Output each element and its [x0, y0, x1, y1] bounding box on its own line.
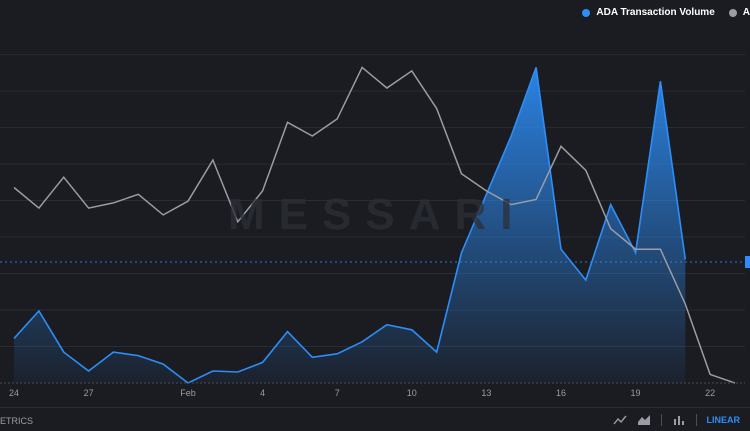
series-line-ada-volume — [13, 67, 687, 384]
x-tick-label: 24 — [9, 388, 19, 398]
x-tick-label: 27 — [84, 388, 94, 398]
x-tick-label: 22 — [705, 388, 715, 398]
x-tick-label: 10 — [407, 388, 417, 398]
series-area-ada-volume — [14, 67, 686, 384]
toolbar-divider — [660, 414, 662, 426]
legend-label-second-series: A — [742, 7, 750, 18]
x-tick-label: 16 — [556, 388, 566, 398]
line-chart-icon[interactable] — [612, 414, 627, 426]
legend-item-second-series[interactable]: A — [728, 7, 750, 18]
legend-dot-ada-volume — [582, 8, 591, 17]
chart-controls: LINEAR — [612, 414, 741, 426]
legend-dot-second-series — [728, 8, 737, 17]
area-chart-icon[interactable] — [637, 414, 651, 426]
x-tick-label: 13 — [481, 388, 491, 398]
bottom-toolbar: ETRICS LINEAR — [0, 407, 750, 431]
x-tick-label: Feb — [180, 388, 196, 398]
legend-item-ada-volume[interactable]: ADA Transaction Volume — [582, 7, 715, 18]
x-tick-label: 4 — [260, 388, 265, 398]
bar-chart-icon[interactable] — [672, 414, 686, 426]
scale-linear-button[interactable]: LINEAR — [706, 415, 741, 425]
legend: ADA Transaction Volume A — [582, 7, 750, 18]
x-tick-label: 7 — [335, 388, 340, 398]
series-line-second — [13, 66, 736, 384]
toolbar-divider — [695, 414, 697, 426]
x-tick-label: 19 — [631, 388, 641, 398]
legend-label-ada-volume: ADA Transaction Volume — [596, 7, 715, 18]
brand-label: ETRICS — [0, 416, 34, 426]
price-marker — [745, 256, 750, 268]
